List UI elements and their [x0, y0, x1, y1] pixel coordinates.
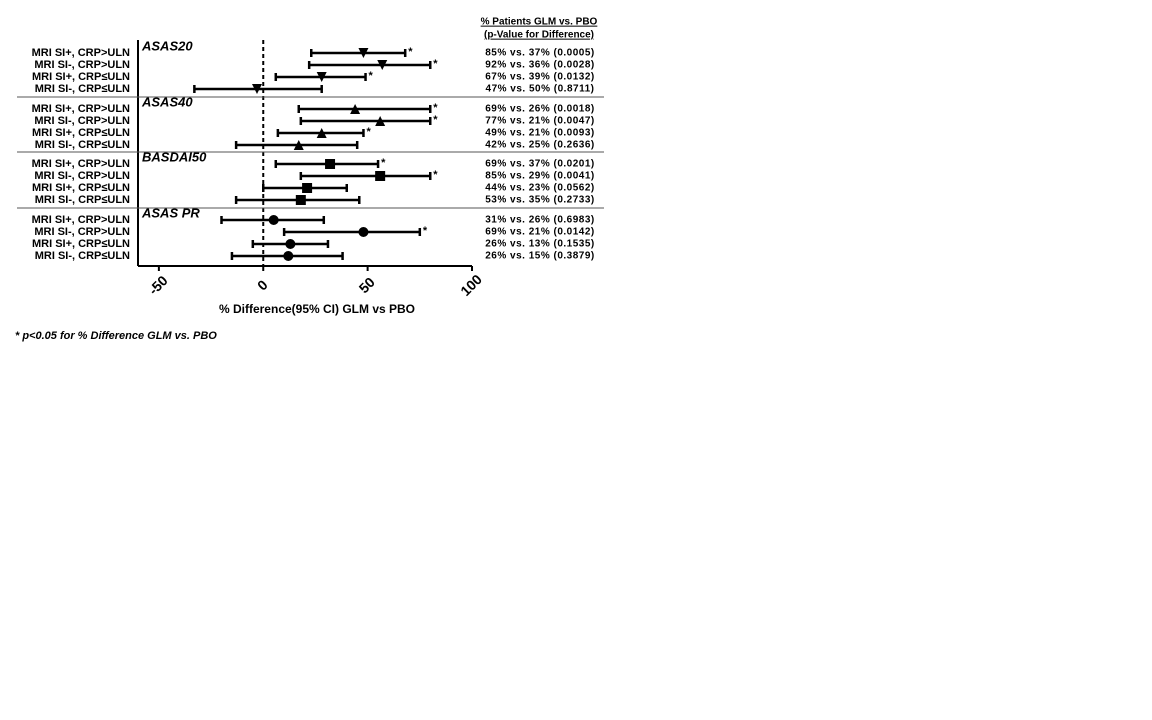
- row-stats: 85% vs. 29% (0.0041): [485, 171, 595, 182]
- row-label: MRI SI+, CRP≤ULN: [32, 182, 130, 194]
- row-label: MRI SI+, CRP≤ULN: [32, 238, 130, 250]
- point-marker: [375, 171, 386, 181]
- point-marker: [293, 140, 304, 150]
- row-label: MRI SI-, CRP≤ULN: [35, 194, 130, 206]
- point-marker: [377, 60, 388, 70]
- footnote: * p<0.05 for % Difference GLM vs. PBO: [15, 330, 217, 342]
- point-marker: [316, 72, 327, 82]
- row-stats: 67% vs. 39% (0.0132): [485, 72, 595, 83]
- point-marker: [268, 215, 279, 225]
- row-label: MRI SI+, CRP>ULN: [32, 214, 130, 226]
- row-label: MRI SI-, CRP≤ULN: [35, 250, 130, 262]
- point-marker: [283, 251, 294, 261]
- stats-header: % Patients GLM vs. PBO: [481, 17, 598, 28]
- point-marker: [325, 159, 336, 169]
- row-stats: 69% vs. 37% (0.0201): [485, 159, 595, 170]
- row-stats: 69% vs. 26% (0.0018): [485, 104, 595, 115]
- row-label: MRI SI-, CRP≤ULN: [35, 139, 130, 151]
- group-label: ASAS PR: [141, 205, 200, 220]
- group-label: ASAS40: [141, 94, 193, 109]
- row-stats: 31% vs. 26% (0.6983): [485, 215, 595, 226]
- x-tick-label: 50: [356, 274, 378, 296]
- x-axis-label: % Difference(95% CI) GLM vs PBO: [219, 302, 415, 316]
- point-marker: [358, 227, 369, 237]
- point-marker: [358, 48, 369, 58]
- row-label: MRI SI+, CRP>ULN: [32, 158, 130, 170]
- row-label: MRI SI-, CRP≤ULN: [35, 83, 130, 95]
- significance-flag: *: [433, 169, 438, 181]
- row-stats: 49% vs. 21% (0.0093): [485, 128, 595, 139]
- row-stats: 47% vs. 50% (0.8711): [486, 84, 595, 95]
- row-label: MRI SI+, CRP>ULN: [32, 103, 130, 115]
- significance-flag: *: [366, 126, 371, 138]
- significance-flag: *: [381, 157, 386, 169]
- row-label: MRI SI-, CRP>ULN: [34, 115, 130, 127]
- row-stats: 92% vs. 36% (0.0028): [485, 60, 595, 71]
- row-label: MRI SI+, CRP≤ULN: [32, 127, 130, 139]
- point-marker: [375, 116, 386, 126]
- x-tick-label: -50: [145, 272, 171, 298]
- significance-flag: *: [433, 114, 438, 126]
- row-label: MRI SI+, CRP≤ULN: [32, 71, 130, 83]
- row-stats: 26% vs. 15% (0.3879): [485, 251, 595, 262]
- group-label: ASAS20: [141, 38, 193, 53]
- row-stats: 44% vs. 23% (0.0562): [485, 183, 595, 194]
- point-marker: [316, 128, 327, 138]
- row-label: MRI SI-, CRP>ULN: [34, 59, 130, 71]
- row-stats: 53% vs. 35% (0.2733): [485, 195, 595, 206]
- row-stats: 77% vs. 21% (0.0047): [485, 116, 595, 127]
- row-label: MRI SI-, CRP>ULN: [34, 226, 130, 238]
- significance-flag: *: [369, 70, 374, 82]
- row-label: MRI SI+, CRP>ULN: [32, 47, 130, 59]
- point-marker: [302, 183, 313, 193]
- row-stats: 69% vs. 21% (0.0142): [485, 227, 595, 238]
- x-tick-label: 100: [457, 271, 485, 299]
- row-label: MRI SI-, CRP>ULN: [34, 170, 130, 182]
- point-marker: [285, 239, 296, 249]
- significance-flag: *: [433, 58, 438, 70]
- group-label: BASDAI50: [142, 149, 207, 164]
- row-stats: 42% vs. 25% (0.2636): [485, 140, 595, 151]
- point-marker: [295, 195, 306, 205]
- significance-flag: *: [408, 46, 413, 58]
- row-stats: 85% vs. 37% (0.0005): [485, 48, 595, 59]
- significance-flag: *: [433, 102, 438, 114]
- significance-flag: *: [423, 225, 428, 237]
- point-marker: [251, 84, 262, 94]
- row-stats: 26% vs. 13% (0.1535): [485, 239, 595, 250]
- stats-header: (p-Value for Difference): [484, 30, 594, 41]
- point-marker: [350, 104, 361, 114]
- x-tick-label: 0: [254, 277, 271, 294]
